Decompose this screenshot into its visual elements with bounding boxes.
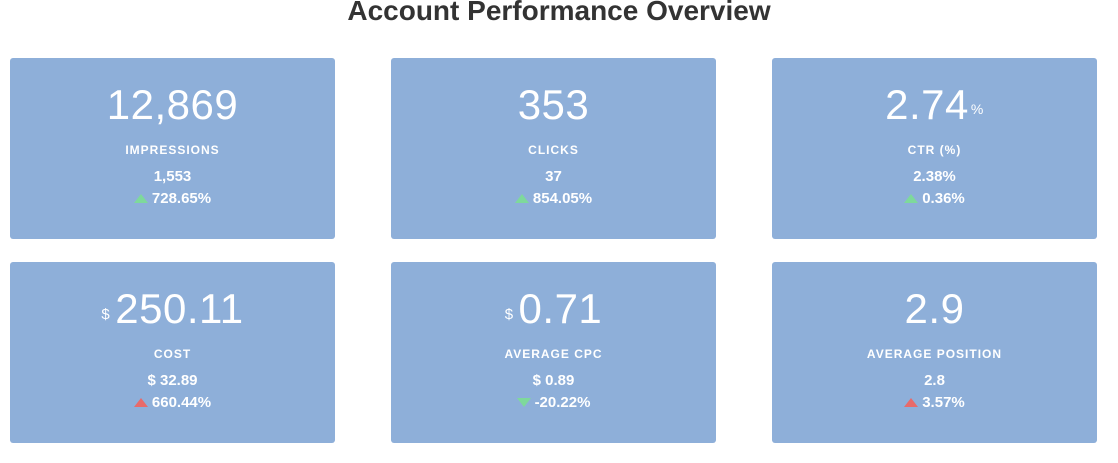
metric-label: AVERAGE CPC xyxy=(504,347,603,361)
metric-change: 3.57% xyxy=(772,394,1097,412)
metric-value-text: 2.9 xyxy=(904,285,965,332)
metric-card-ctr: 2.74% CTR (%) 2.38% 0.36% xyxy=(772,58,1097,239)
metric-label: CLICKS xyxy=(528,143,579,157)
metric-change-text: -20.22% xyxy=(534,394,591,411)
page-title: Account Performance Overview xyxy=(347,0,771,26)
metric-change: 0.36% xyxy=(772,190,1097,208)
metric-change: 854.05% xyxy=(391,190,716,208)
metric-label: COST xyxy=(153,347,192,361)
metric-previous-value: 1,553 xyxy=(153,168,192,185)
metric-change: -20.22% xyxy=(391,394,716,412)
metric-card-impressions: 12,869 IMPRESSIONS 1,553 728.65% xyxy=(10,58,335,239)
arrow-up-icon xyxy=(133,193,148,203)
arrow-up-icon xyxy=(133,397,148,407)
metric-value-text: 2.74 xyxy=(885,81,969,128)
metric-card-average-position: 2.9 AVERAGE POSITION 2.8 3.57% xyxy=(772,262,1097,443)
metric-label: IMPRESSIONS xyxy=(125,143,220,157)
metric-label: CTR (%) xyxy=(907,143,962,157)
metric-previous-value: 2.8 xyxy=(924,372,945,389)
metric-value-text: 353 xyxy=(517,81,590,128)
metric-change-text: 3.57% xyxy=(922,394,965,411)
metric-change-text: 660.44% xyxy=(151,394,212,411)
metric-change-text: 0.36% xyxy=(922,190,965,207)
arrow-up-icon xyxy=(514,193,529,203)
metric-value-suffix: % xyxy=(970,101,984,117)
arrow-down-icon xyxy=(516,397,531,407)
metric-previous-value: $ 32.89 xyxy=(147,372,198,389)
arrow-up-icon xyxy=(904,397,919,407)
metric-change: 728.65% xyxy=(10,190,335,208)
metric-label: AVERAGE POSITION xyxy=(866,347,1003,361)
metric-value-text: 250.11 xyxy=(115,285,244,332)
arrow-up-icon xyxy=(904,193,919,203)
metric-value-text: 0.71 xyxy=(518,285,603,332)
metric-value: 353 xyxy=(391,80,716,130)
metric-card-average-cpc: $0.71 AVERAGE CPC $ 0.89 -20.22% xyxy=(391,262,716,443)
metric-value: 12,869 xyxy=(10,80,335,130)
metric-value-prefix: $ xyxy=(101,306,111,323)
metric-value: 2.74% xyxy=(772,80,1097,130)
metric-change-text: 854.05% xyxy=(532,190,593,207)
metric-card-clicks: 353 CLICKS 37 854.05% xyxy=(391,58,716,239)
metric-value: $250.11 xyxy=(10,284,335,334)
metric-previous-value: $ 0.89 xyxy=(532,372,575,389)
metric-value-prefix: $ xyxy=(504,306,514,323)
metric-card-cost: $250.11 COST $ 32.89 660.44% xyxy=(10,262,335,443)
metric-previous-value: 37 xyxy=(545,168,562,185)
metric-value: $0.71 xyxy=(391,284,716,334)
metric-change-text: 728.65% xyxy=(151,190,212,207)
metric-value-text: 12,869 xyxy=(106,81,239,128)
metric-previous-value: 2.38% xyxy=(913,168,956,185)
metric-change: 660.44% xyxy=(10,394,335,412)
metric-value: 2.9 xyxy=(772,284,1097,334)
